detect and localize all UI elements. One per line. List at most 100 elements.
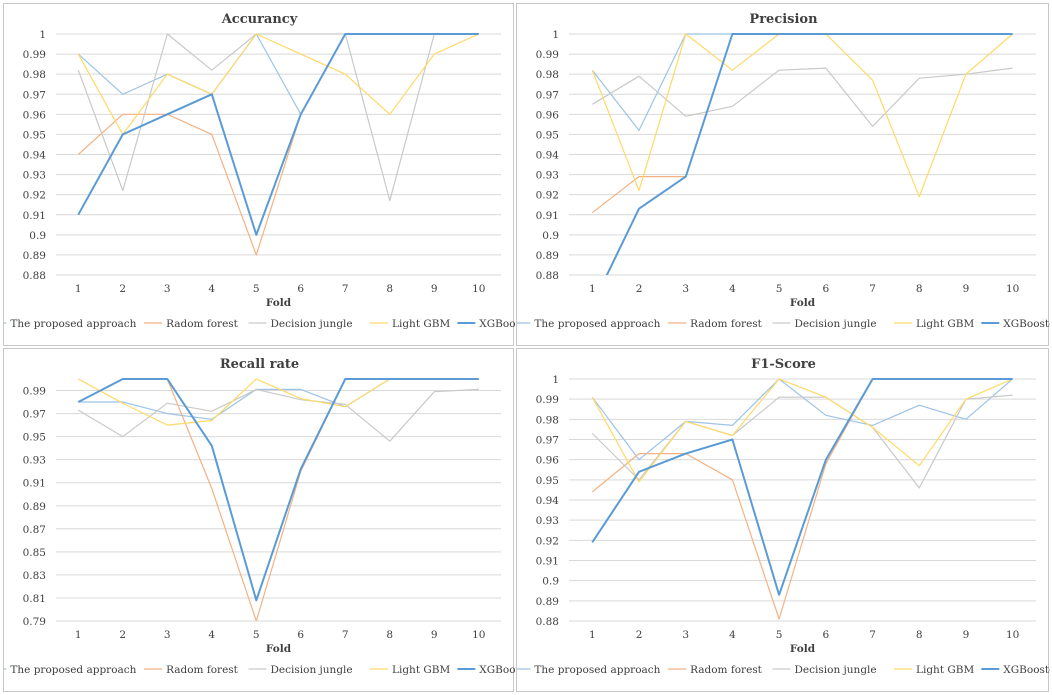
legend-label: The proposed approach	[10, 664, 136, 676]
x-tick-label: 3	[164, 629, 171, 641]
x-tick-label: 7	[869, 283, 876, 295]
legend-label: Radom forest	[690, 664, 763, 676]
y-tick-label: 0.91	[23, 478, 46, 490]
y-tick-label: 1	[39, 29, 46, 41]
legend-label: XGBoosted	[479, 318, 515, 330]
x-tick-label: 10	[1006, 283, 1019, 295]
x-tick-label: 4	[208, 283, 215, 295]
y-tick-label: 0.97	[536, 435, 559, 447]
y-tick-label: 0.96	[536, 109, 560, 121]
y-tick-label: 0.96	[536, 455, 560, 467]
y-tick-label: 0.95	[536, 475, 559, 487]
series-line-2	[77, 33, 479, 256]
y-tick-label: 0.94	[536, 495, 560, 507]
y-tick-label: 0.92	[536, 190, 559, 202]
x-axis-label: Fold	[266, 297, 292, 309]
series-line-3	[591, 394, 1013, 489]
y-tick-label: 0.79	[23, 616, 46, 628]
x-tick-label: 6	[823, 283, 830, 295]
x-tick-label: 3	[682, 629, 689, 641]
y-tick-label: 0.92	[536, 535, 559, 547]
y-tick-label: 0.81	[23, 593, 46, 605]
legend-label: Radom forest	[166, 664, 239, 676]
y-tick-label: 0.9	[542, 576, 559, 588]
precision-chart: Precision 0.88 0.89 0.9 0.91 0.92 0.93 0.94 0.95…	[517, 12, 1050, 330]
x-tick-label: 3	[682, 283, 689, 295]
x-tick-label: 2	[636, 629, 643, 641]
x-tick-label: 5	[776, 629, 783, 641]
x-tick-label: 2	[119, 629, 126, 641]
chart-title: Accurancy	[221, 12, 298, 27]
y-tick-label: 0.99	[23, 386, 46, 398]
y-tick-label: 0.87	[23, 524, 46, 536]
y-tick-label: 0.93	[536, 515, 559, 527]
y-tick-label: 1	[552, 29, 559, 41]
x-tick-label: 7	[342, 629, 349, 641]
y-tick-label: 0.95	[23, 432, 46, 444]
legend-label: XGBoosted	[479, 664, 515, 676]
x-tick-label: 8	[916, 283, 923, 295]
x-tick-label: 8	[386, 283, 393, 295]
y-tick-label: 0.89	[536, 596, 559, 608]
x-tick-label: 8	[386, 629, 393, 641]
x-tick-label: 8	[916, 629, 923, 641]
y-tick-label: 0.88	[536, 270, 559, 282]
precision-panel: Precision 0.88 0.89 0.9 0.91 0.92 0.93 0.94 0.95…	[516, 3, 1050, 346]
series-line-2	[591, 33, 1013, 214]
y-tick-label: 0.96	[23, 109, 47, 121]
y-tick-label: 0.94	[23, 150, 47, 162]
y-tick-label: 0.93	[23, 170, 46, 182]
x-axis-label: Fold	[790, 297, 816, 309]
x-tick-label: 9	[963, 283, 970, 295]
x-tick-label: 6	[297, 283, 304, 295]
y-tick-label: 0.99	[23, 49, 46, 61]
x-tick-label: 1	[75, 629, 82, 641]
x-axis-label: Fold	[790, 643, 816, 655]
legend-label: The proposed approach	[534, 664, 660, 676]
series-line-3	[77, 388, 479, 442]
y-tick-label: 0.91	[536, 556, 559, 568]
legend-label: Radom forest	[690, 318, 763, 330]
x-axis-label: Fold	[266, 643, 292, 655]
y-tick-label: 0.97	[23, 89, 46, 101]
legend-label: Radom forest	[166, 318, 239, 330]
y-tick-label: 0.88	[536, 616, 559, 628]
legend-label: Light GBM	[392, 318, 450, 330]
legend-label: Decision jungle	[795, 318, 877, 330]
y-tick-label: 0.93	[23, 455, 46, 467]
series-line-4	[591, 33, 1013, 198]
y-tick-label: 0.92	[23, 190, 46, 202]
x-tick-label: 5	[776, 283, 783, 295]
x-tick-label: 9	[431, 283, 438, 295]
legend-label: Light GBM	[916, 318, 974, 330]
f1-panel: F1-Score 0.88 0.89 0.9 0.91 0.92 0.93 0.94 0.95 0…	[516, 348, 1050, 692]
y-tick-label: 0.94	[536, 150, 560, 162]
x-tick-label: 9	[431, 629, 438, 641]
x-tick-label: 7	[342, 283, 349, 295]
f1-chart: F1-Score 0.88 0.89 0.9 0.91 0.92 0.93 0.94 0.95 0…	[517, 357, 1050, 676]
legend-label: The proposed approach	[10, 318, 136, 330]
legend-label: XGBoosted	[1003, 664, 1050, 676]
series-line-5	[77, 33, 479, 236]
y-tick-label: 0.89	[536, 250, 559, 262]
chart-title: Recall rate	[220, 357, 299, 372]
accuracy-chart: Accurancy 0.88 0.89 0.9 0.91 0.92 0.93 0.94 0.95…	[4, 12, 515, 330]
legend-label: Decision jungle	[271, 664, 353, 676]
y-tick-label: 0.98	[536, 69, 559, 81]
x-tick-label: 6	[823, 629, 830, 641]
y-tick-label: 0.91	[23, 210, 46, 222]
y-tick-label: 0.93	[536, 170, 559, 182]
y-tick-label: 0.98	[536, 414, 559, 426]
x-tick-label: 5	[253, 283, 260, 295]
accuracy-panel: Accurancy 0.88 0.89 0.9 0.91 0.92 0.93 0.94 0.95…	[3, 3, 515, 346]
x-tick-label: 2	[119, 283, 126, 295]
x-tick-label: 7	[869, 629, 876, 641]
y-tick-label: 0.97	[23, 409, 46, 421]
series-line-4	[77, 33, 480, 135]
series-line-3	[77, 33, 479, 202]
y-tick-label: 0.89	[23, 501, 46, 513]
series-line-3	[591, 67, 1013, 128]
chart-grid: Accurancy 0.88 0.89 0.9 0.91 0.92 0.93 0.94 0.95…	[3, 3, 1050, 692]
y-tick-label: 0.83	[23, 570, 46, 582]
x-tick-label: 3	[164, 283, 171, 295]
